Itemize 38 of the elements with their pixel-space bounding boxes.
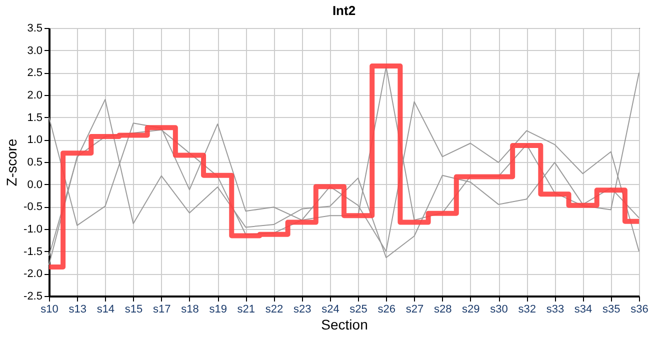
y-tick-label: 1.5 <box>27 112 42 124</box>
x-tick-label: s24 <box>322 304 340 316</box>
x-tick-label: s33 <box>546 304 564 316</box>
x-tick-label: s19 <box>209 304 227 316</box>
x-tick-label: s22 <box>265 304 284 316</box>
y-tick-label: -1.5 <box>24 246 42 258</box>
x-tick-label: s36 <box>630 304 648 316</box>
x-tick-label: s13 <box>68 304 86 316</box>
y-tick-label: 2.5 <box>27 67 42 80</box>
chart-title: Int2 <box>332 3 356 18</box>
y-tick-label: 3.0 <box>27 44 42 57</box>
y-tick-label: -0.5 <box>24 201 42 214</box>
x-tick-label: s32 <box>518 304 536 316</box>
y-tick-label: 2.0 <box>27 90 42 102</box>
x-tick-label: s23 <box>293 304 312 316</box>
y-tick-label: -2.5 <box>24 290 42 302</box>
x-tick-label: s25 <box>350 304 368 316</box>
y-tick-label: 0.0 <box>27 178 42 191</box>
y-tick-label: 0.5 <box>27 156 42 168</box>
x-tick-label: s17 <box>153 304 171 316</box>
x-axis-title: Section <box>321 316 368 332</box>
y-tick-label: 3.5 <box>27 22 42 34</box>
x-tick-label: s10 <box>40 304 58 316</box>
x-tick-label: s34 <box>574 304 592 316</box>
x-tick-label: s14 <box>96 304 115 316</box>
y-axis-title: Z-score <box>4 138 20 186</box>
x-tick-label: s26 <box>378 304 396 316</box>
y-tick-label: -2.0 <box>24 268 42 280</box>
x-tick-label: s30 <box>490 304 508 316</box>
x-tick-label: s28 <box>434 304 452 316</box>
x-tick-label: s21 <box>237 304 256 316</box>
y-tick-label: 1.0 <box>27 134 42 146</box>
y-tick-label: -1.0 <box>24 224 42 236</box>
x-tick-label: s35 <box>602 304 620 316</box>
x-tick-label: s27 <box>406 304 424 316</box>
x-tick-label: s15 <box>124 304 143 316</box>
x-tick-label: s29 <box>462 304 480 316</box>
x-tick-label: s18 <box>181 304 199 316</box>
